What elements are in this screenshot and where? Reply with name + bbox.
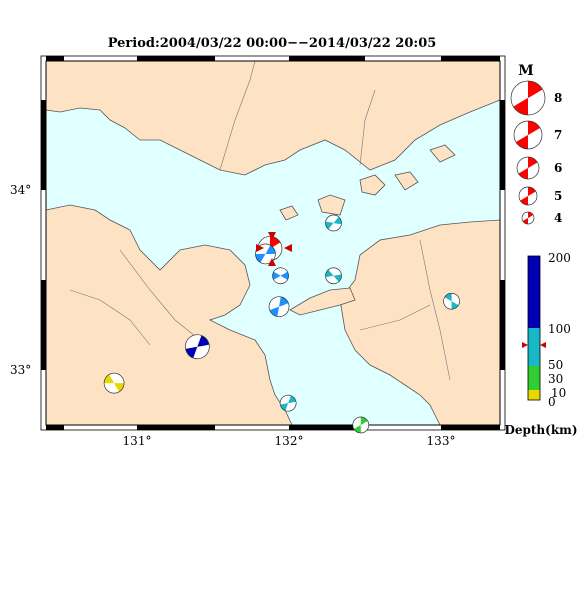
magnitude-legend-ball-7 [513, 120, 543, 150]
depth-colorbar [522, 255, 546, 401]
magnitude-legend: 8 7 6 5 4 [510, 80, 562, 225]
depth-legend-title: Depth(km) [504, 423, 577, 437]
depth-marker-left [522, 342, 528, 348]
event-ev-ehime-2 [325, 267, 342, 285]
frame-scale-bar [40, 55, 506, 431]
magnitude-legend-label-4: 4 [554, 211, 562, 225]
magnitude-legend-ball-4 [521, 211, 535, 225]
map-title: Period:2004/03/22 00:00−−2014/03/22 20:0… [108, 36, 437, 51]
event-ev-oita-deep [184, 334, 210, 360]
lat-tick-33: 33° [10, 363, 31, 377]
magnitude-legend-ball-8 [510, 80, 546, 116]
depth-label-100: 100 [548, 322, 571, 336]
depth-label-0: 0 [548, 395, 556, 409]
event-ev-west-kyushu [103, 372, 125, 394]
magnitude-legend-label-5: 5 [554, 189, 562, 203]
land-island-1 [317, 194, 346, 216]
lat-tick-34: 34° [10, 183, 31, 197]
land-honshu [45, 60, 501, 176]
depth-label-10: 10 [551, 386, 566, 400]
land-sadamisaki [289, 287, 356, 316]
event-ev-ehime-1 [325, 214, 342, 232]
focal-mechanisms [103, 214, 460, 434]
lon-tick-133: 133° [427, 434, 456, 448]
land-island-5 [429, 144, 456, 163]
magnitude-legend-title: M [518, 63, 534, 79]
magnitude-legend-label-7: 7 [554, 128, 562, 142]
event-ev-south-edge [352, 416, 370, 434]
event-ev-iyonada-2 [272, 267, 289, 285]
land-areas [45, 60, 501, 426]
event-ev-bungo [279, 394, 297, 412]
map-frame [40, 55, 506, 431]
current-event-marker [256, 232, 292, 266]
event-ev-iyonada-3 [268, 296, 290, 318]
land-kyushu [45, 204, 293, 426]
lon-tick-131: 131° [123, 434, 152, 448]
land-island-2 [359, 174, 386, 196]
depth-marker-right [540, 342, 546, 348]
prefecture-borders [69, 60, 451, 381]
depth-label-200: 200 [548, 251, 571, 265]
lon-tick-132: 132° [275, 434, 304, 448]
land-island-4 [279, 205, 299, 221]
depth-label-50: 50 [548, 358, 563, 372]
depth-label-30: 30 [548, 372, 563, 386]
land-island-3 [394, 171, 419, 191]
magnitude-legend-ball-5 [518, 186, 538, 206]
map-border [45, 60, 501, 426]
event-ev-shikoku [443, 292, 460, 310]
magnitude-legend-label-8: 8 [554, 91, 562, 105]
magnitude-legend-ball-6 [516, 156, 540, 180]
magnitude-legend-label-6: 6 [554, 161, 562, 175]
